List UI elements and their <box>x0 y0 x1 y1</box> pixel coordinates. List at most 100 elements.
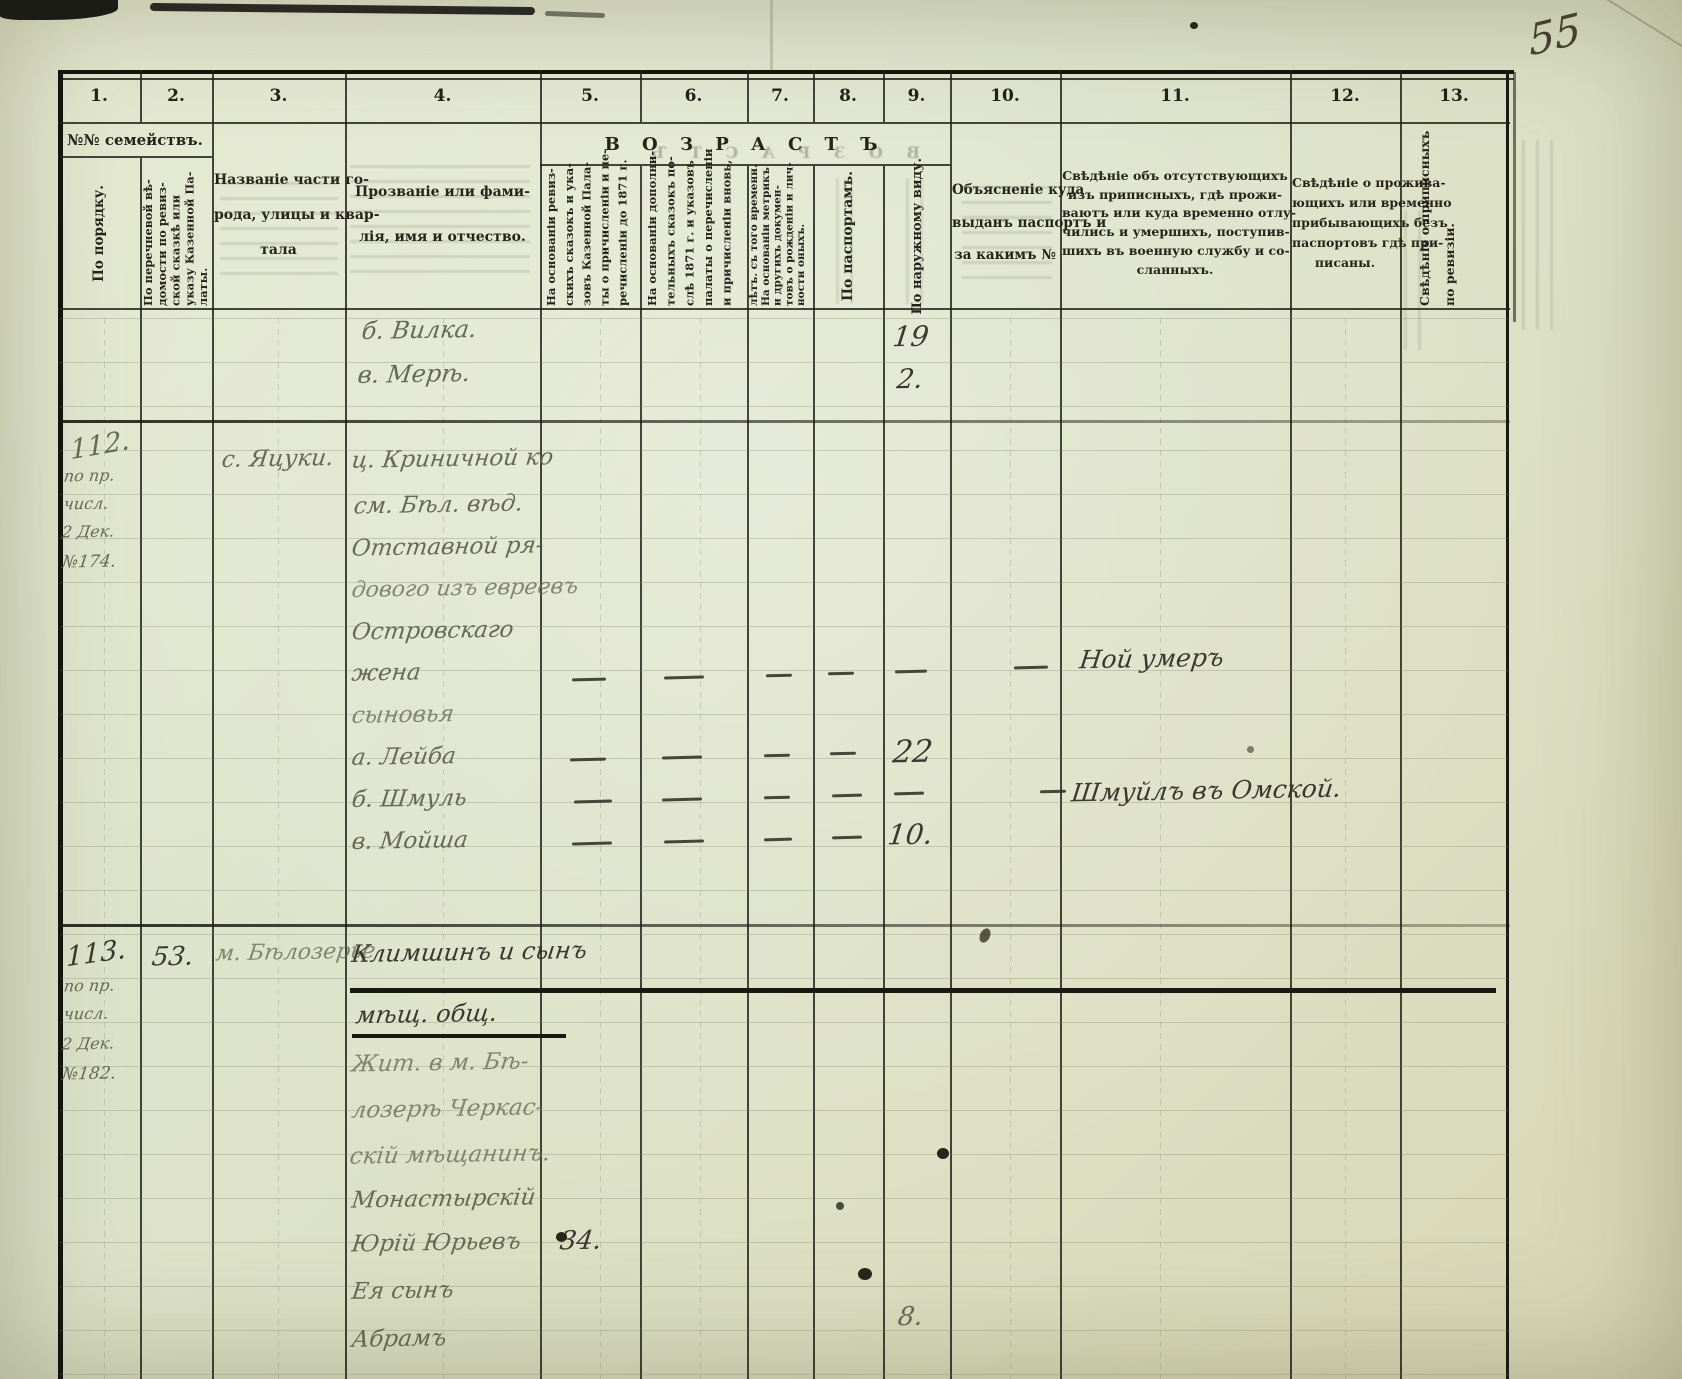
table-right-border-outer <box>1513 72 1516 322</box>
carryover-name: в. Мерѣ. <box>356 359 473 389</box>
entry113-margin-note: №182. <box>60 1063 118 1085</box>
entry112-note-wife: Ной умеръ <box>1078 642 1226 675</box>
entry112-margin-note: числ. <box>62 493 110 514</box>
col-line <box>140 70 142 122</box>
table-top-border <box>58 70 1514 74</box>
bleedthrough-text <box>220 182 338 278</box>
bleedthrough-text <box>1522 140 1556 330</box>
entry112-age-leiba: 22 <box>890 733 935 771</box>
col-number-6: 6. <box>684 86 703 106</box>
ink-blot <box>858 1268 872 1280</box>
ink-blot <box>937 1148 949 1159</box>
entry113-line: мѣщ. общ. <box>354 998 499 1030</box>
col-line <box>1060 70 1062 1379</box>
scan-edge-mark <box>149 2 536 16</box>
col12-header: Свѣдѣніе о прожива- ющихъ или временно п… <box>1292 175 1452 270</box>
col-number-2: 2. <box>167 86 185 106</box>
entry113-margin-note: числ. <box>62 1003 110 1024</box>
ledger-ruling <box>60 318 1510 1379</box>
col-number-4: 4. <box>433 86 452 106</box>
col-number-8: 8. <box>839 86 857 106</box>
ink-blot <box>1190 22 1198 29</box>
ruling-line <box>104 318 105 1379</box>
col-line <box>883 70 885 122</box>
age-caption-underline <box>540 164 950 166</box>
entry112-line: а. Лейба <box>350 743 458 771</box>
col-number-7: 7. <box>771 86 789 106</box>
col-line <box>140 158 142 1379</box>
col-line <box>540 70 542 1379</box>
col-number-5: 5. <box>581 86 599 106</box>
col-line <box>747 70 749 122</box>
ink-blot <box>556 1232 567 1242</box>
entry112-line: дового изъ евреевъ <box>350 574 580 603</box>
ruling-line <box>1010 318 1011 1379</box>
family-numbers-caption: №№ семействъ. <box>67 131 203 149</box>
entry112-line: Отставной ря- <box>350 532 546 562</box>
col6-header: На основаніи дополни- тельныхъ сказокъ п… <box>645 148 734 306</box>
age-caption: В О З Р А С Т Ъ <box>604 133 886 155</box>
table-top-border-inner <box>58 78 1514 80</box>
entry112-margin-note: 2 Дек. <box>60 521 116 542</box>
col-number-11: 11. <box>1160 86 1190 106</box>
family-separator-line <box>58 420 1510 423</box>
entry112-line: ц. Криничной ко <box>350 444 555 474</box>
col-line <box>640 166 642 1379</box>
bleedthrough-text <box>962 186 1052 286</box>
table-right-border <box>1506 70 1509 1379</box>
col5-header: На основаніи ревиз- скихъ сказокъ и ука-… <box>544 148 630 306</box>
col-number-10: 10. <box>990 86 1020 106</box>
col-line <box>640 70 642 122</box>
col4-header: Прозваніе или фами- лія, имя и отчество. <box>355 184 530 245</box>
header-bottom-line <box>58 308 1510 310</box>
col-line <box>813 70 815 122</box>
col-line <box>212 70 214 1379</box>
paper-fold-crease <box>770 0 773 72</box>
col-number-3: 3. <box>269 86 288 106</box>
col11-header: Свѣдѣніе объ отсутствующихъ изъ приписны… <box>1062 167 1297 277</box>
folio-number: 55 <box>1527 3 1583 66</box>
scan-edge-mark <box>0 0 118 20</box>
entry113-family-no: 53. <box>150 941 196 973</box>
bleedthrough-text <box>836 178 856 304</box>
header-number-row-line <box>58 122 1510 124</box>
ruling-line <box>700 318 701 1379</box>
col-line <box>747 166 749 1379</box>
entry112-line: сыновья <box>350 701 456 729</box>
entry113-line: Монастырскій <box>350 1184 538 1214</box>
entry113-age-abram: 8. <box>896 1301 925 1333</box>
ruling-line <box>278 318 279 1379</box>
entry113-line: скій мѣщанинъ. <box>348 1140 552 1170</box>
entry112-margin-note: по пр. <box>62 465 116 486</box>
col-line <box>813 166 815 1379</box>
bleedthrough-text <box>350 165 530 283</box>
ruling-line <box>443 318 444 1379</box>
entry113-line: лозерѣ Черкас- <box>350 1094 546 1124</box>
entry112-note-shmul: Шмуйлъ въ Омской. <box>1069 773 1343 808</box>
col-number-12: 12. <box>1330 86 1360 106</box>
carryover-age: 19 <box>890 319 931 354</box>
entry113-line: Климшинъ и сынъ <box>350 935 589 969</box>
entry113-line: Абрамъ <box>350 1325 449 1353</box>
ruling-line <box>1345 318 1346 1379</box>
col-line <box>883 166 885 1379</box>
entry113-line: Ея сынъ <box>350 1277 456 1305</box>
entry113-margin-note: 2 Дек. <box>60 1033 116 1054</box>
bleedthrough-text <box>906 178 926 304</box>
ink-blot <box>836 1202 844 1210</box>
col1-header: По порядку. <box>91 184 107 282</box>
family-caption-underline <box>58 156 212 158</box>
entry112-line: в. Мойша <box>350 826 470 856</box>
paper-crease <box>1576 0 1682 67</box>
col-number-1: 1. <box>90 86 108 106</box>
entry112-line: см. Бѣл. вѣд. <box>352 490 525 520</box>
family-separator-line <box>58 924 1510 927</box>
scan-edge-mark <box>544 10 606 19</box>
col-line <box>950 70 952 1379</box>
entry113-line: Жит. в м. Бѣ- <box>350 1048 531 1078</box>
entry113-line: Юрій Юрьевъ <box>350 1228 523 1258</box>
col-number-9: 9. <box>907 86 926 106</box>
col-line <box>345 70 347 1379</box>
bleedthrough-text <box>1404 210 1430 350</box>
col7-header: лѣтъ. съ того времени. На основаніи метр… <box>748 162 807 306</box>
